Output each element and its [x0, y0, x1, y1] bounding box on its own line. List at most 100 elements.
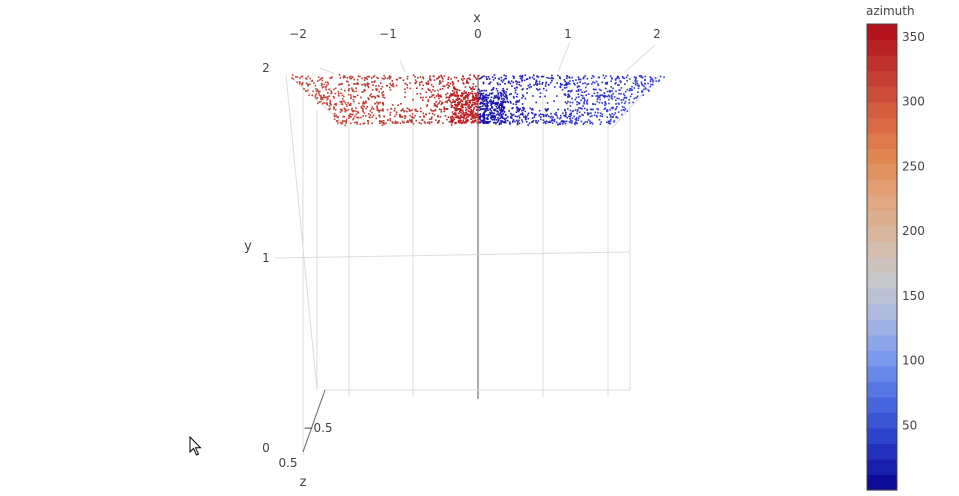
- data-point: [456, 94, 458, 96]
- data-point: [545, 81, 548, 84]
- data-point: [522, 109, 524, 112]
- data-point: [482, 95, 484, 98]
- data-point: [496, 104, 499, 106]
- data-point: [443, 75, 446, 77]
- colorbar-tick-label: 350: [902, 30, 925, 44]
- data-point: [471, 99, 474, 101]
- data-point: [440, 75, 443, 78]
- z-tick-label: 0.5: [278, 456, 297, 470]
- data-point: [307, 85, 309, 87]
- data-point: [567, 100, 569, 103]
- data-point: [299, 77, 301, 79]
- data-point: [292, 78, 295, 80]
- data-point: [578, 96, 580, 98]
- data-point: [475, 93, 477, 95]
- data-point: [372, 108, 375, 110]
- data-point: [361, 77, 363, 80]
- data-point: [603, 77, 606, 79]
- data-point: [454, 116, 457, 119]
- data-point: [470, 88, 473, 90]
- data-point: [535, 101, 537, 104]
- data-point: [548, 115, 550, 117]
- data-point: [420, 96, 422, 99]
- data-point: [378, 102, 380, 104]
- x-tick-label: 2: [653, 27, 661, 41]
- data-point: [494, 95, 496, 98]
- data-point: [485, 105, 488, 108]
- data-point: [482, 120, 484, 122]
- z-axis-title: z: [300, 475, 307, 490]
- data-point: [487, 101, 490, 104]
- data-point: [515, 103, 517, 106]
- data-point: [504, 118, 506, 120]
- data-point: [373, 81, 375, 83]
- data-point: [430, 121, 433, 123]
- data-point: [433, 79, 436, 81]
- data-point: [392, 104, 394, 106]
- data-point: [482, 81, 485, 84]
- data-point: [315, 97, 318, 100]
- data-point: [569, 91, 572, 93]
- data-point: [395, 113, 398, 116]
- data-point: [510, 80, 513, 82]
- data-point: [604, 95, 606, 97]
- data-point: [469, 113, 471, 116]
- x-tick-label: −2: [289, 27, 307, 41]
- data-point: [610, 94, 613, 96]
- data-point: [380, 88, 382, 90]
- data-point: [356, 123, 359, 125]
- data-point: [589, 108, 592, 111]
- data-point: [493, 74, 496, 76]
- data-point: [634, 83, 637, 86]
- data-point: [363, 77, 366, 79]
- data-point: [403, 115, 406, 117]
- data-point: [369, 114, 372, 116]
- data-point: [515, 111, 518, 113]
- data-point: [614, 108, 617, 111]
- data-point: [339, 121, 342, 124]
- data-point: [449, 100, 451, 103]
- data-point: [443, 110, 445, 113]
- data-point: [525, 116, 528, 118]
- data-point: [337, 122, 339, 124]
- data-point: [433, 113, 436, 116]
- data-point: [305, 90, 308, 92]
- data-point: [493, 118, 496, 120]
- data-point: [389, 86, 391, 89]
- data-point: [328, 108, 330, 111]
- data-point: [504, 77, 506, 80]
- data-point: [533, 74, 535, 77]
- data-point: [583, 101, 585, 103]
- data-point: [516, 122, 519, 125]
- data-point: [352, 113, 354, 116]
- data-point: [571, 110, 574, 113]
- data-point: [450, 118, 452, 120]
- data-point: [497, 94, 500, 96]
- data-point: [568, 90, 570, 92]
- data-point: [353, 78, 355, 81]
- data-point: [507, 116, 509, 118]
- data-point: [465, 102, 468, 104]
- data-point: [426, 121, 429, 124]
- data-point: [481, 105, 484, 107]
- data-point: [632, 101, 634, 104]
- data-point: [608, 102, 610, 105]
- data-point: [321, 77, 324, 79]
- colorbar-band: [867, 225, 897, 243]
- data-point: [582, 105, 584, 107]
- data-point: [476, 92, 479, 94]
- data-point: [629, 87, 631, 90]
- data-point: [443, 108, 446, 110]
- data-point: [492, 87, 495, 89]
- data-point: [531, 117, 534, 119]
- data-point: [433, 75, 435, 77]
- data-point: [515, 80, 517, 83]
- data-point: [625, 96, 628, 99]
- data-point: [402, 121, 405, 124]
- data-point: [589, 115, 592, 118]
- data-point: [610, 80, 612, 82]
- data-point: [617, 111, 620, 113]
- data-point: [500, 94, 502, 96]
- data-point: [325, 96, 327, 99]
- data-point: [461, 92, 464, 95]
